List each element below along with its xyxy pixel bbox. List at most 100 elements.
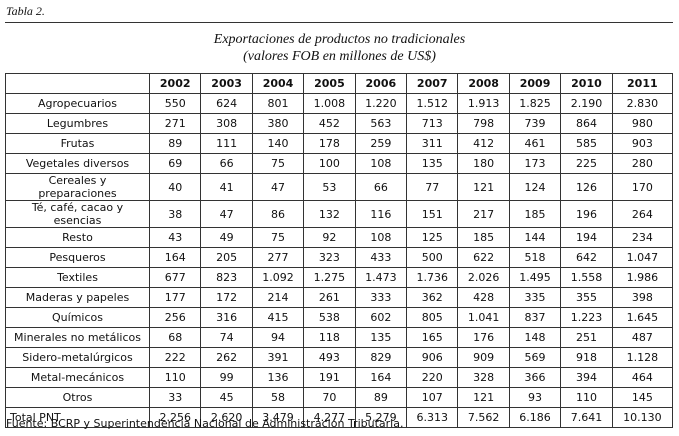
table-row: Té, café, cacao y esencias 38 47 86 132 116 15… — [5, 200, 674, 228]
cell: 41 — [200, 173, 253, 201]
cell: 75 — [251, 227, 305, 248]
row-label: Metal-mecánicos — [5, 367, 150, 388]
cell: 121 — [457, 173, 510, 201]
cell: 261 — [303, 287, 356, 308]
cell: 713 — [406, 113, 459, 134]
cell: 1.645 — [611, 307, 674, 328]
row-label: Té, café, cacao y esencias — [5, 200, 150, 228]
cell: 140 — [251, 133, 305, 154]
cell: 262 — [200, 347, 253, 368]
row-label: Vegetales diversos — [5, 153, 150, 174]
cell: 864 — [560, 113, 613, 134]
cell: 86 — [251, 200, 305, 228]
cell: 116 — [354, 200, 408, 228]
table-row: Sidero-metalúrgicos 222 262 391 493 829 906 909… — [5, 347, 674, 368]
cell: 333 — [354, 287, 408, 308]
cell: 433 — [354, 247, 408, 268]
cell: 165 — [406, 327, 459, 348]
cell: 1.223 — [560, 307, 613, 328]
cell: 500 — [406, 247, 459, 268]
cell: 217 — [457, 200, 510, 228]
source-note: Fuente: BCRP y Superintendencia Nacional… — [6, 417, 404, 430]
cell: 126 — [560, 173, 613, 201]
cell: 1.495 — [508, 267, 562, 288]
cell: 837 — [508, 307, 562, 328]
cell: 829 — [354, 347, 408, 368]
cell: 362 — [406, 287, 459, 308]
cell: 328 — [457, 367, 510, 388]
cell: 355 — [560, 287, 613, 308]
cell: 89 — [148, 133, 202, 154]
cell: 49 — [200, 227, 253, 248]
cell: 1.825 — [508, 93, 562, 114]
table-row: Otros 33 45 58 70 89 107 121 93 110 145 — [5, 387, 674, 408]
cell: 125 — [406, 227, 459, 248]
cell: 151 — [406, 200, 459, 228]
cell: 323 — [303, 247, 356, 268]
cell: 185 — [457, 227, 510, 248]
cell: 135 — [406, 153, 459, 174]
row-label: Minerales no metálicos — [5, 327, 150, 348]
cell: 196 — [560, 200, 613, 228]
cell: 415 — [251, 307, 305, 328]
cell: 191 — [303, 367, 356, 388]
cell: 3.479 — [251, 407, 305, 428]
cell: 148 — [508, 327, 562, 348]
row-label: Textiles — [5, 267, 150, 288]
subtitle: (valores FOB en millones de US$) — [243, 49, 436, 64]
cell: 70 — [303, 387, 356, 408]
cell: 1.047 — [611, 247, 674, 268]
row-label: Legumbres — [5, 113, 150, 134]
table-row: Maderas y papeles 177 172 214 261 333 362 428 33… — [5, 287, 674, 308]
cell: 77 — [406, 173, 459, 201]
cell: 903 — [611, 133, 674, 154]
column-header: 2008 — [457, 73, 510, 94]
cell: 58 — [251, 387, 305, 408]
cell: 33 — [148, 387, 202, 408]
cell: 108 — [354, 227, 408, 248]
cell: 394 — [560, 367, 613, 388]
table-row: Pesqueros 164 205 277 323 433 500 622 518 642 1.04… — [5, 247, 674, 268]
cell: 177 — [148, 287, 202, 308]
row-label: Químicos — [5, 307, 150, 328]
cell: 47 — [251, 173, 305, 201]
cell: 180 — [457, 153, 510, 174]
cell: 170 — [611, 173, 674, 201]
cell: 225 — [560, 153, 613, 174]
cell: 110 — [148, 367, 202, 388]
row-label: Total PNT — [5, 407, 150, 428]
cell: 214 — [251, 287, 305, 308]
cell: 66 — [354, 173, 408, 201]
cell: 68 — [148, 327, 202, 348]
cell: 801 — [251, 93, 305, 114]
cell: 205 — [200, 247, 253, 268]
cell: 2.620 — [200, 407, 253, 428]
cell: 538 — [303, 307, 356, 328]
table-row: Agropecuarios 550 624 801 1.008 1.220 1.512 1.9… — [5, 93, 674, 114]
cell: 220 — [406, 367, 459, 388]
table-row: Cereales y preparaciones 40 41 47 53 66 77 121 1… — [5, 173, 674, 201]
cell: 563 — [354, 113, 408, 134]
cell: 124 — [508, 173, 562, 201]
cell: 110 — [560, 387, 613, 408]
cell: 251 — [560, 327, 613, 348]
cell: 5.279 — [354, 407, 408, 428]
cell: 1.913 — [457, 93, 510, 114]
cell: 335 — [508, 287, 562, 308]
cell: 121 — [457, 387, 510, 408]
column-header: 2003 — [200, 73, 253, 94]
cell: 89 — [354, 387, 408, 408]
cell: 1.008 — [303, 93, 356, 114]
cell: 569 — [508, 347, 562, 368]
header-cell — [5, 73, 150, 94]
cell: 277 — [251, 247, 305, 268]
row-label: Maderas y papeles — [5, 287, 150, 308]
cell: 4.277 — [303, 407, 356, 428]
row-label: Sidero-metalúrgicos — [5, 347, 150, 368]
cell: 493 — [303, 347, 356, 368]
cell: 7.562 — [457, 407, 510, 428]
cell: 164 — [354, 367, 408, 388]
cell: 487 — [611, 327, 674, 348]
cell: 99 — [200, 367, 253, 388]
